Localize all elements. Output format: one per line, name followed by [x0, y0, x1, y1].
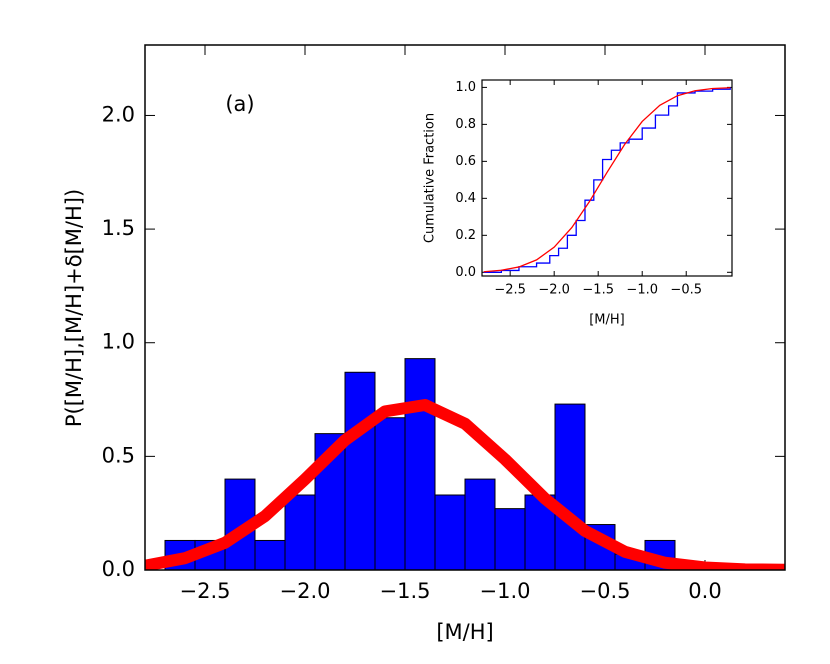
x-tick-label: −2.0	[280, 579, 331, 603]
inset-frame	[481, 79, 733, 277]
x-tick-label: −1.5	[582, 283, 614, 298]
x-tick-label: −1.5	[380, 579, 431, 603]
panel-label: (a)	[225, 92, 254, 116]
x-tick-label: −0.5	[580, 579, 631, 603]
x-tick-label: −0.5	[670, 283, 702, 298]
cdf-line	[483, 87, 731, 273]
histogram-bar	[494, 508, 526, 571]
y-tick-label: 0.0	[102, 557, 135, 581]
histogram-bar	[254, 539, 286, 571]
inset-y-axis-label: Cumulative Fraction	[423, 113, 438, 243]
histogram-bar	[284, 494, 316, 571]
x-tick-label: 0.0	[688, 579, 721, 603]
histogram-bar	[404, 358, 436, 571]
y-tick-label: 0.5	[102, 443, 135, 467]
y-tick-label: 0.0	[455, 265, 476, 280]
y-tick-label: 0.6	[455, 154, 476, 169]
y-tick-label: 1.5	[102, 216, 135, 240]
fit-curve	[145, 399, 785, 570]
histogram-bar	[464, 478, 496, 571]
y-tick-label: 0.8	[455, 117, 476, 132]
y-tick-label: 0.4	[455, 191, 476, 206]
x-axis-label: [M/H]	[436, 620, 493, 644]
y-tick-label: 2.0	[102, 102, 135, 126]
histogram-bar	[434, 494, 466, 571]
histogram-bar	[374, 417, 406, 571]
histogram-bar	[344, 371, 376, 571]
histogram-bar	[554, 403, 586, 571]
inset-background	[482, 80, 732, 276]
y-tick-label: 1.0	[102, 330, 135, 354]
x-tick-label: −2.5	[494, 283, 526, 298]
y-tick-label: 0.2	[455, 228, 476, 243]
plot-frame	[144, 44, 786, 571]
x-tick-label: −2.5	[180, 579, 231, 603]
y-tick-label: 1.0	[455, 80, 476, 95]
y-axis-label: P([M/H],[M/H]+δ[M/H])	[62, 189, 86, 427]
x-tick-label: −1.0	[626, 283, 658, 298]
cdf-line	[483, 87, 731, 273]
x-tick-label: −2.0	[538, 283, 570, 298]
inset-x-axis-label: [M/H]	[589, 313, 625, 328]
x-tick-label: −1.0	[480, 579, 531, 603]
